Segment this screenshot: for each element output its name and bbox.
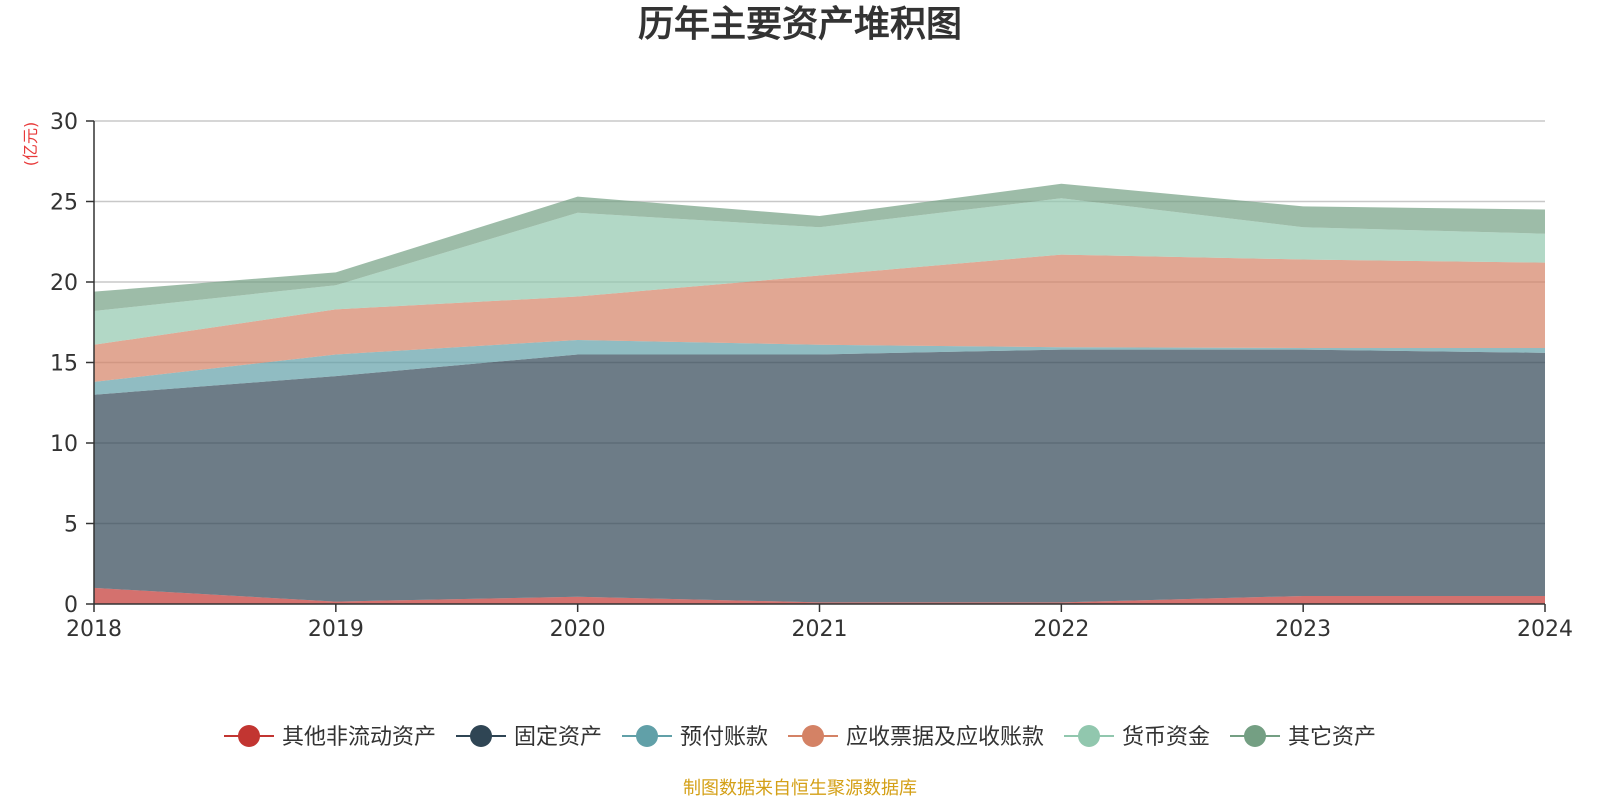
chart-title: 历年主要资产堆积图 [637, 4, 962, 45]
y-tick-label-25: 25 [50, 191, 78, 216]
x-tick-label-2024: 2024 [1517, 617, 1573, 642]
x-tick-label-2023: 2023 [1275, 617, 1331, 642]
legend-item-5[interactable]: 其它资产 [1230, 725, 1376, 750]
legend-dot-icon [1078, 725, 1100, 747]
area-series-4 [94, 198, 1545, 345]
legend-item-4[interactable]: 货币资金 [1064, 725, 1210, 750]
legend-item-1[interactable]: 固定资产 [456, 725, 602, 750]
legend-label: 固定资产 [514, 725, 602, 750]
legend-label: 货币资金 [1122, 725, 1210, 750]
area-series-group [94, 183, 1545, 604]
legend-dot-icon [636, 725, 658, 747]
y-tick-label-20: 20 [50, 271, 78, 296]
area-series-1 [94, 349, 1545, 603]
legend-label: 其他非流动资产 [282, 725, 436, 750]
legend-dot-icon [802, 725, 824, 747]
y-axis-unit-label: (亿元) [21, 122, 40, 167]
legend-label: 应收票据及应收账款 [846, 725, 1044, 750]
x-tick-label-2018: 2018 [66, 617, 122, 642]
legend-label: 预付账款 [680, 725, 768, 750]
legend-label: 其它资产 [1288, 725, 1376, 750]
area-series-2 [94, 339, 1545, 395]
y-tick-label-30: 30 [50, 110, 78, 135]
legend-item-0[interactable]: 其他非流动资产 [224, 725, 436, 750]
legend-item-2[interactable]: 预付账款 [622, 725, 768, 750]
x-tick-label-2020: 2020 [550, 617, 606, 642]
x-tick-label-2019: 2019 [308, 617, 364, 642]
legend-dot-icon [1244, 725, 1266, 747]
y-tick-label-10: 10 [50, 432, 78, 457]
legend-dot-icon [238, 725, 260, 747]
legend-item-3[interactable]: 应收票据及应收账款 [788, 725, 1044, 750]
legend: 其他非流动资产 固定资产 预付账款 应收票据及应收账款 货币资金 其它资产 [224, 725, 1376, 750]
area-series-0 [94, 587, 1545, 604]
y-tick-label-15: 15 [50, 352, 78, 377]
legend-dot-icon [470, 725, 492, 747]
y-tick-label-5: 5 [64, 513, 78, 538]
y-tick-label-0: 0 [64, 593, 78, 618]
axes: 0 5 10 15 20 25 30 2018 2019 2020 2021 2022 2023 2024 [50, 110, 1573, 642]
x-tick-label-2022: 2022 [1033, 617, 1089, 642]
area-series-3 [94, 254, 1545, 382]
x-tick-label-2021: 2021 [792, 617, 848, 642]
source-note: 制图数据来自恒生聚源数据库 [683, 778, 917, 799]
